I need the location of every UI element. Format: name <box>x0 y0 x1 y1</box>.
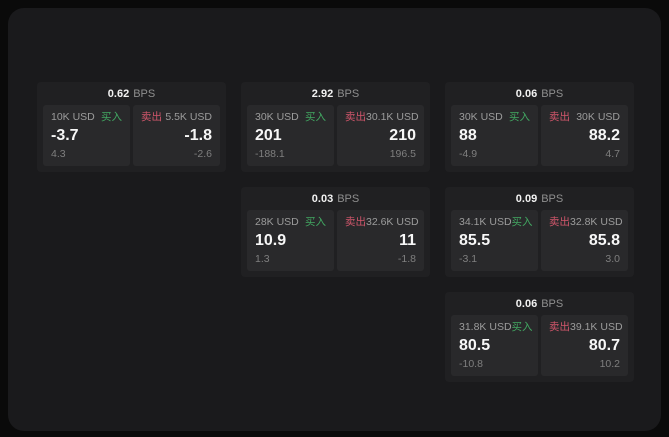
buy-amount: 31.8K USD <box>459 321 512 333</box>
buy-sell-panels: 30K USD 买入 88 -4.9 卖出 30K USD 88.2 4.7 <box>451 105 628 166</box>
bps-unit-label: BPS <box>541 193 564 205</box>
buy-price: 88 <box>459 126 477 144</box>
buy-tag: 买入 <box>305 216 326 228</box>
quote-card: 0.03 BPS 28K USD 买入 10.9 1.3 卖出 32.6K USD <box>241 187 430 277</box>
buy-tag: 买入 <box>509 111 530 123</box>
sell-price: 210 <box>389 126 416 144</box>
bps-header: 0.62 BPS <box>43 86 220 102</box>
quote-card: 2.92 BPS 30K USD 买入 201 -188.1 卖出 30.1K U… <box>241 82 430 172</box>
sell-sub-value: 10.2 <box>599 358 620 370</box>
buy-sell-panels: 28K USD 买入 10.9 1.3 卖出 32.6K USD 11 -1.8 <box>247 210 424 271</box>
sell-tag: 卖出 <box>345 111 366 123</box>
buy-amount: 30K USD <box>459 111 503 123</box>
sell-price: 85.8 <box>588 231 620 249</box>
quote-card: 0.62 BPS 10K USD 买入 -3.7 4.3 卖出 5.5K USD <box>37 82 226 172</box>
sell-amount: 30.1K USD <box>366 111 419 123</box>
sell-amount: 30K USD <box>576 111 620 123</box>
app-window: 0.62 BPS 10K USD 买入 -3.7 4.3 卖出 5.5K USD <box>8 8 661 431</box>
bps-unit-label: BPS <box>337 88 360 100</box>
bps-value: 0.06 <box>515 88 538 100</box>
buy-price: 201 <box>255 126 282 144</box>
sell-sub-value: 3.0 <box>605 253 620 265</box>
buy-sell-panels: 30K USD 买入 201 -188.1 卖出 30.1K USD 210 1… <box>247 105 424 166</box>
sell-tag: 卖出 <box>549 216 570 228</box>
buy-price: 10.9 <box>255 231 287 249</box>
sell-sub-value: 4.7 <box>605 148 620 160</box>
bps-header: 0.09 BPS <box>451 191 628 207</box>
bps-header: 2.92 BPS <box>247 86 424 102</box>
sell-panel[interactable]: 卖出 39.1K USD 80.7 10.2 <box>541 315 628 376</box>
buy-tag: 买入 <box>511 321 533 333</box>
buy-price: 80.5 <box>459 336 491 354</box>
buy-price: -3.7 <box>51 126 79 144</box>
sell-price: 11 <box>399 231 416 249</box>
buy-panel[interactable]: 28K USD 买入 10.9 1.3 <box>247 210 334 271</box>
bps-unit-label: BPS <box>541 88 564 100</box>
sell-sub-value: -1.8 <box>397 253 416 265</box>
sell-amount: 5.5K USD <box>165 111 212 123</box>
sell-sub-value: 196.5 <box>389 148 416 160</box>
buy-price: 85.5 <box>459 231 491 249</box>
sell-amount: 39.1K USD <box>570 321 623 333</box>
bps-header: 0.06 BPS <box>451 86 628 102</box>
buy-sub-value: 4.3 <box>51 148 66 160</box>
sell-tag: 卖出 <box>549 321 570 333</box>
buy-amount: 30K USD <box>255 111 299 123</box>
buy-sell-panels: 31.8K USD 买入 80.5 -10.8 卖出 39.1K USD 80.… <box>451 315 628 376</box>
buy-tag: 买入 <box>101 111 122 123</box>
quote-grid: 0.62 BPS 10K USD 买入 -3.7 4.3 卖出 5.5K USD <box>8 8 661 382</box>
sell-panel[interactable]: 卖出 32.8K USD 85.8 3.0 <box>541 210 628 271</box>
sell-panel[interactable]: 卖出 30.1K USD 210 196.5 <box>337 105 424 166</box>
buy-panel[interactable]: 31.8K USD 买入 80.5 -10.8 <box>451 315 538 376</box>
sell-tag: 卖出 <box>549 111 570 123</box>
sell-sub-value: -2.6 <box>193 148 212 160</box>
buy-sell-panels: 10K USD 买入 -3.7 4.3 卖出 5.5K USD -1.8 -2.… <box>43 105 220 166</box>
bps-value: 0.06 <box>515 298 538 310</box>
buy-sub-value: 1.3 <box>255 253 270 265</box>
buy-tag: 买入 <box>511 216 533 228</box>
sell-amount: 32.8K USD <box>570 216 623 228</box>
buy-panel[interactable]: 34.1K USD 买入 85.5 -3.1 <box>451 210 538 271</box>
sell-price: -1.8 <box>184 126 212 144</box>
sell-panel[interactable]: 卖出 30K USD 88.2 4.7 <box>541 105 628 166</box>
buy-sub-value: -3.1 <box>459 253 478 265</box>
buy-panel[interactable]: 30K USD 买入 88 -4.9 <box>451 105 538 166</box>
buy-sub-value: -188.1 <box>255 148 285 160</box>
bps-unit-label: BPS <box>337 193 360 205</box>
sell-tag: 卖出 <box>345 216 366 228</box>
bps-value: 0.62 <box>107 88 130 100</box>
quote-card: 0.06 BPS 30K USD 买入 88 -4.9 卖出 30K USD <box>445 82 634 172</box>
quote-card: 0.09 BPS 34.1K USD 买入 85.5 -3.1 卖出 32.8K … <box>445 187 634 277</box>
bps-value: 0.09 <box>515 193 538 205</box>
sell-price: 88.2 <box>588 126 620 144</box>
buy-panel[interactable]: 10K USD 买入 -3.7 4.3 <box>43 105 130 166</box>
buy-amount: 28K USD <box>255 216 299 228</box>
bps-unit-label: BPS <box>133 88 156 100</box>
buy-panel[interactable]: 30K USD 买入 201 -188.1 <box>247 105 334 166</box>
bps-unit-label: BPS <box>541 298 564 310</box>
buy-sell-panels: 34.1K USD 买入 85.5 -3.1 卖出 32.8K USD 85.8… <box>451 210 628 271</box>
quote-card: 0.06 BPS 31.8K USD 买入 80.5 -10.8 卖出 39.1K… <box>445 292 634 382</box>
sell-tag: 卖出 <box>141 111 162 123</box>
bps-header: 0.03 BPS <box>247 191 424 207</box>
sell-amount: 32.6K USD <box>366 216 419 228</box>
buy-tag: 买入 <box>305 111 326 123</box>
sell-panel[interactable]: 卖出 32.6K USD 11 -1.8 <box>337 210 424 271</box>
buy-amount: 10K USD <box>51 111 95 123</box>
bps-header: 0.06 BPS <box>451 296 628 312</box>
buy-sub-value: -4.9 <box>459 148 478 160</box>
buy-amount: 34.1K USD <box>459 216 512 228</box>
sell-price: 80.7 <box>588 336 620 354</box>
bps-value: 0.03 <box>311 193 334 205</box>
sell-panel[interactable]: 卖出 5.5K USD -1.8 -2.6 <box>133 105 220 166</box>
buy-sub-value: -10.8 <box>459 358 483 370</box>
bps-value: 2.92 <box>311 88 334 100</box>
